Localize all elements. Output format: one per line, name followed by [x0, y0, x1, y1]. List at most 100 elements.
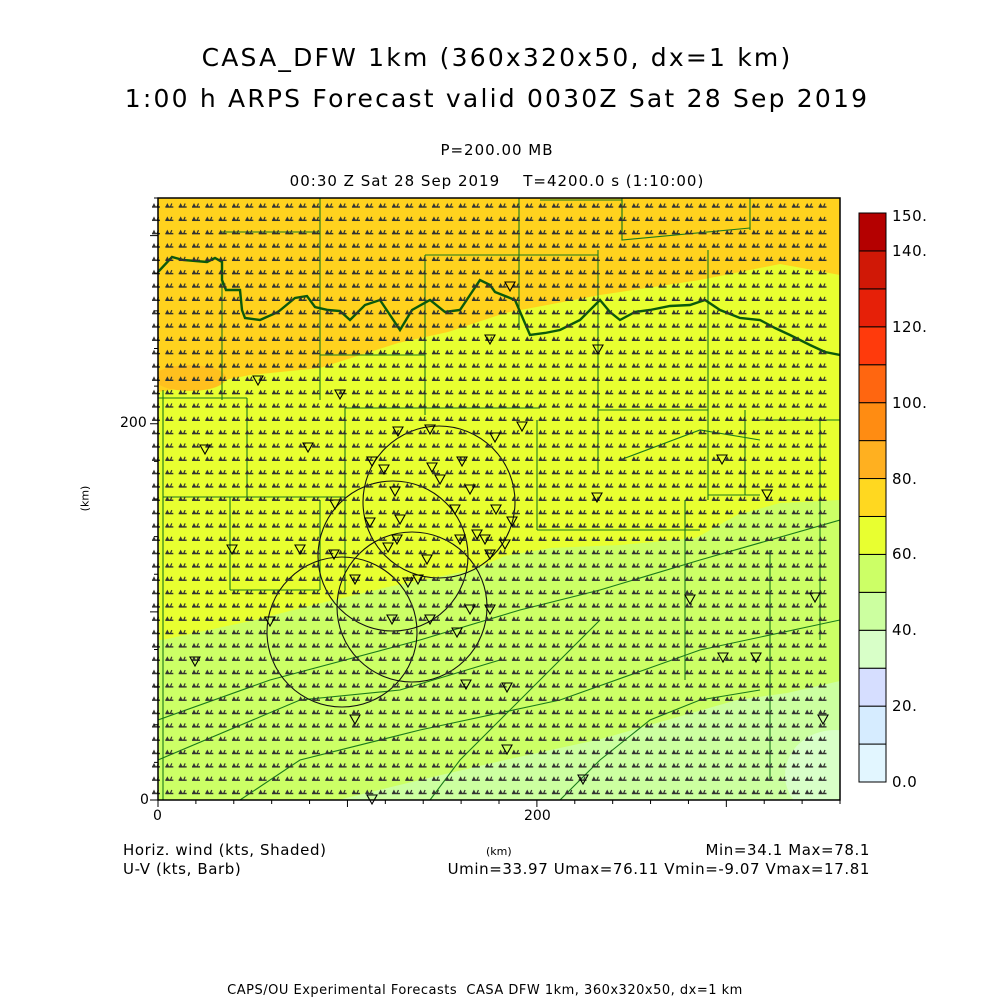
- station-marker: [421, 554, 433, 566]
- plot-title-line1: CASA_DFW 1km (360x320x50, dx=1 km): [201, 43, 793, 72]
- station-marker: [402, 577, 414, 589]
- colorbar-swatch: [858, 250, 887, 290]
- colorbar-swatch: [858, 667, 887, 707]
- x-axis-label: (km): [486, 845, 512, 858]
- plot-title-line2: 1:00 h ARPS Forecast valid 0030Z Sat 28 …: [124, 84, 870, 113]
- county-line: [158, 659, 501, 761]
- station-marker: [506, 516, 518, 528]
- station-marker: [302, 442, 314, 454]
- colorbar-swatch: [858, 743, 887, 783]
- colorbar-swatch: [858, 326, 887, 366]
- station-marker: [449, 504, 461, 516]
- colorbar-swatch: [858, 629, 887, 669]
- county-line: [429, 619, 601, 800]
- colorbar-swatch: [858, 478, 887, 517]
- station-marker: [489, 432, 501, 444]
- station-marker: [479, 534, 491, 546]
- station-marker: [504, 281, 516, 293]
- colorbar-swatch: [858, 705, 887, 745]
- station-marker: [490, 504, 502, 516]
- x-tick-0: 0: [153, 808, 162, 824]
- colorbar-swatch: [858, 288, 887, 328]
- y-axis-label: (km): [78, 485, 92, 512]
- colorbar-swatch: [858, 212, 887, 252]
- station-marker: [717, 652, 729, 664]
- wind-shade-80-90: [158, 365, 226, 391]
- station-marker: [252, 375, 264, 387]
- station-marker: [382, 542, 394, 554]
- station-marker: [334, 389, 346, 401]
- station-marker: [684, 594, 696, 606]
- station-marker: [329, 499, 341, 511]
- station-marker: [484, 334, 496, 346]
- station-marker: [454, 534, 466, 546]
- station-marker: [456, 456, 468, 468]
- station-marker: [501, 744, 513, 756]
- station-marker: [264, 616, 276, 628]
- station-marker: [386, 614, 398, 626]
- colorbar-label: 100.: [892, 393, 928, 412]
- shaded-field-legend: Horiz. wind (kts, Shaded): [123, 841, 327, 859]
- station-marker: [424, 614, 436, 626]
- wind-shade-30-40: [785, 730, 840, 800]
- station-marker: [392, 426, 404, 438]
- colorbar-swatch: [858, 591, 887, 631]
- y-tick-200: 200: [120, 415, 147, 431]
- station-marker: [434, 474, 446, 486]
- valid-time: 00:30 Z Sat 28 Sep 2019 T=4200.0 s (1:10…: [289, 172, 705, 190]
- footer-credit: CAPS/OU Experimental Forecasts CASA DFW …: [227, 983, 743, 998]
- station-marker: [389, 486, 401, 498]
- radar-ring: [317, 480, 469, 632]
- station-marker: [761, 489, 773, 501]
- station-marker: [426, 462, 438, 474]
- station-marker: [412, 574, 424, 586]
- station-marker: [464, 604, 476, 616]
- station-marker: [451, 627, 463, 639]
- colorbar-label: 150.: [892, 207, 928, 225]
- colorbar-swatch: [858, 364, 887, 404]
- colorbar: [858, 212, 887, 783]
- colorbar-swatch: [858, 402, 887, 442]
- station-marker: [378, 464, 390, 476]
- station-marker: [366, 456, 378, 468]
- radar-range-rings: [266, 425, 516, 708]
- station-marker: [499, 539, 511, 551]
- station-markers: [189, 281, 829, 806]
- station-marker: [226, 544, 238, 556]
- station-marker: [501, 682, 513, 694]
- station-marker: [394, 514, 406, 526]
- colorbar-label: 0.0: [892, 773, 918, 791]
- radar-ring: [266, 556, 418, 708]
- station-marker: [349, 714, 361, 726]
- station-marker: [294, 544, 306, 556]
- y-tick-0: 0: [140, 792, 149, 808]
- station-marker: [364, 517, 376, 529]
- colorbar-label: 80.: [892, 469, 918, 488]
- station-marker: [591, 492, 603, 504]
- county-line: [559, 689, 761, 800]
- colorbar-label: 140.: [892, 241, 928, 260]
- barb-legend: U-V (kts, Barb): [123, 860, 242, 878]
- station-marker: [349, 574, 361, 586]
- colorbar-swatch: [858, 553, 887, 593]
- uv-stats: Umin=33.97 Umax=76.11 Vmin=-9.07 Vmax=17…: [447, 860, 870, 878]
- station-marker: [577, 774, 589, 786]
- station-marker: [484, 604, 496, 616]
- min-max-stats: Min=34.1 Max=78.1: [705, 841, 870, 859]
- station-marker: [464, 484, 476, 496]
- station-marker: [199, 444, 211, 456]
- x-tick-200: 200: [524, 808, 551, 824]
- colorbar-label: 120.: [892, 317, 928, 336]
- colorbar-label: 60.: [892, 545, 918, 564]
- colorbar-label: 20.: [892, 697, 918, 716]
- station-marker: [328, 549, 340, 561]
- colorbar-swatch: [858, 440, 887, 480]
- county-line: [619, 429, 761, 461]
- station-marker: [516, 421, 528, 433]
- station-marker: [809, 592, 821, 604]
- station-marker: [484, 549, 496, 561]
- axis-ticks: [150, 197, 841, 807]
- station-marker: [391, 534, 403, 546]
- wind-shade-40-50: [338, 681, 840, 800]
